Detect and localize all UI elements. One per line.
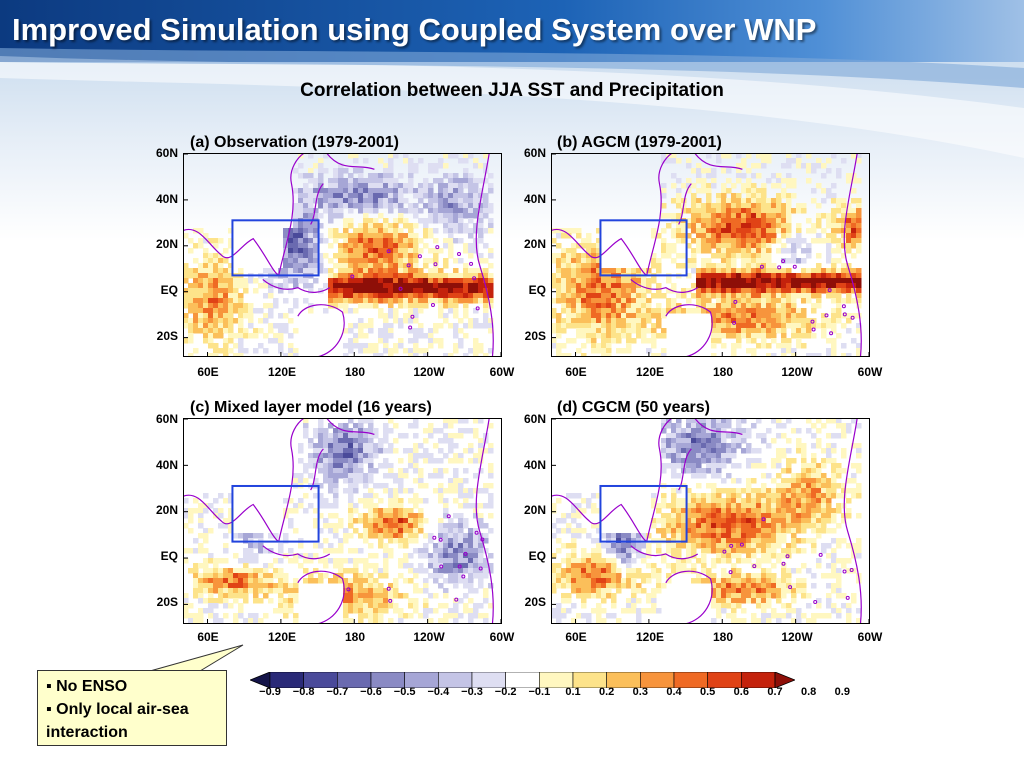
colorbar	[250, 672, 795, 688]
lat-label: 20S	[524, 329, 546, 343]
panel-a-title: (a) Observation (1979-2001)	[190, 134, 399, 151]
colorbar-tick-label: 0.5	[700, 686, 716, 698]
colorbar-tick-label: 0.2	[599, 686, 615, 698]
lat-label: EQ	[160, 549, 178, 563]
panel-c-map	[183, 418, 502, 624]
lat-label: EQ	[160, 283, 178, 297]
colorbar-tick-label: −0.9	[259, 686, 281, 698]
colorbar-tick-label: 0.9	[834, 686, 850, 698]
panel-a-map	[183, 153, 502, 357]
slide-subtitle: Correlation between JJA SST and Precipit…	[300, 80, 724, 101]
lat-label: 20N	[523, 503, 546, 517]
lon-label: 120E	[635, 630, 665, 644]
callout-box: ▪ No ENSO ▪ Only local air-sea interacti…	[37, 670, 227, 746]
lon-label: 60W	[489, 630, 515, 644]
lat-label: 20N	[155, 503, 178, 517]
lat-label: EQ	[528, 283, 546, 297]
lat-label: 60N	[155, 146, 178, 160]
lat-label: 40N	[155, 192, 178, 206]
callout-item: ▪ No ENSO	[46, 678, 128, 695]
panel-d-title: (d) CGCM (50 years)	[557, 399, 710, 416]
lat-label: 60N	[523, 146, 546, 160]
lat-label: 40N	[155, 458, 178, 472]
colorbar-tick-label: −0.5	[393, 686, 416, 698]
colorbar-tick-label: −0.4	[427, 686, 450, 698]
colorbar-tick-label: −0.3	[461, 686, 483, 698]
lat-label: 40N	[523, 192, 546, 206]
lon-label: 120W	[413, 630, 445, 644]
lat-label: 60N	[155, 412, 178, 426]
panel-c-title: (c) Mixed layer model (16 years)	[190, 399, 432, 416]
lon-label: 180	[344, 365, 366, 379]
lon-label: 60E	[197, 630, 219, 644]
colorbar-tick-label: 0.8	[801, 686, 817, 698]
lon-label: 180	[712, 630, 734, 644]
callout-item: ▪ Only local air-sea interaction	[46, 701, 189, 741]
colorbar-tick-label: −0.1	[528, 686, 551, 698]
lat-label: 20N	[155, 237, 178, 251]
lat-label: 20S	[524, 595, 546, 609]
colorbar-tick-label: −0.8	[292, 686, 315, 698]
lon-label: 60W	[857, 365, 883, 379]
callout-item-text: No ENSO	[56, 678, 128, 695]
lon-label: 180	[712, 365, 734, 379]
slide-title: Improved Simulation using Coupled System…	[12, 12, 817, 47]
lon-label: 120W	[781, 365, 813, 379]
colorbar-arrow-right	[774, 672, 795, 688]
lat-label: 40N	[523, 458, 546, 472]
lat-label: 20S	[156, 329, 178, 343]
panel-b-map	[551, 153, 870, 357]
lon-label: 60W	[489, 365, 515, 379]
lon-label: 120W	[413, 365, 445, 379]
lon-label: 120E	[267, 630, 297, 644]
colorbar-tick-label: −0.7	[326, 686, 349, 698]
colorbar-tick-label: −0.2	[494, 686, 517, 698]
lon-label: 120E	[635, 365, 665, 379]
lon-label: 60W	[857, 630, 883, 644]
colorbar-tick-label: 0.6	[733, 686, 749, 698]
lon-label: 60E	[565, 365, 587, 379]
colorbar-tick-label: 0.1	[565, 686, 581, 698]
colorbar-tick-label: 0.3	[632, 686, 648, 698]
lon-label: 120W	[781, 630, 813, 644]
callout-item-text: Only local air-sea interaction	[46, 701, 189, 741]
colorbar-tick-label: 0.7	[767, 686, 783, 698]
panel-b-title: (b) AGCM (1979-2001)	[557, 134, 722, 151]
lat-label: 60N	[523, 412, 546, 426]
colorbar-tick-label: −0.6	[360, 686, 382, 698]
lon-label: 60E	[565, 630, 587, 644]
lat-label: 20S	[156, 595, 178, 609]
decorative-swoosh	[0, 48, 1024, 158]
lon-label: 120E	[267, 365, 297, 379]
lon-label: 180	[344, 630, 366, 644]
lat-label: 20N	[523, 237, 546, 251]
lat-label: EQ	[528, 549, 546, 563]
colorbar-tick-label: 0.4	[666, 686, 682, 698]
lon-label: 60E	[197, 365, 219, 379]
panel-d-map	[551, 418, 870, 624]
